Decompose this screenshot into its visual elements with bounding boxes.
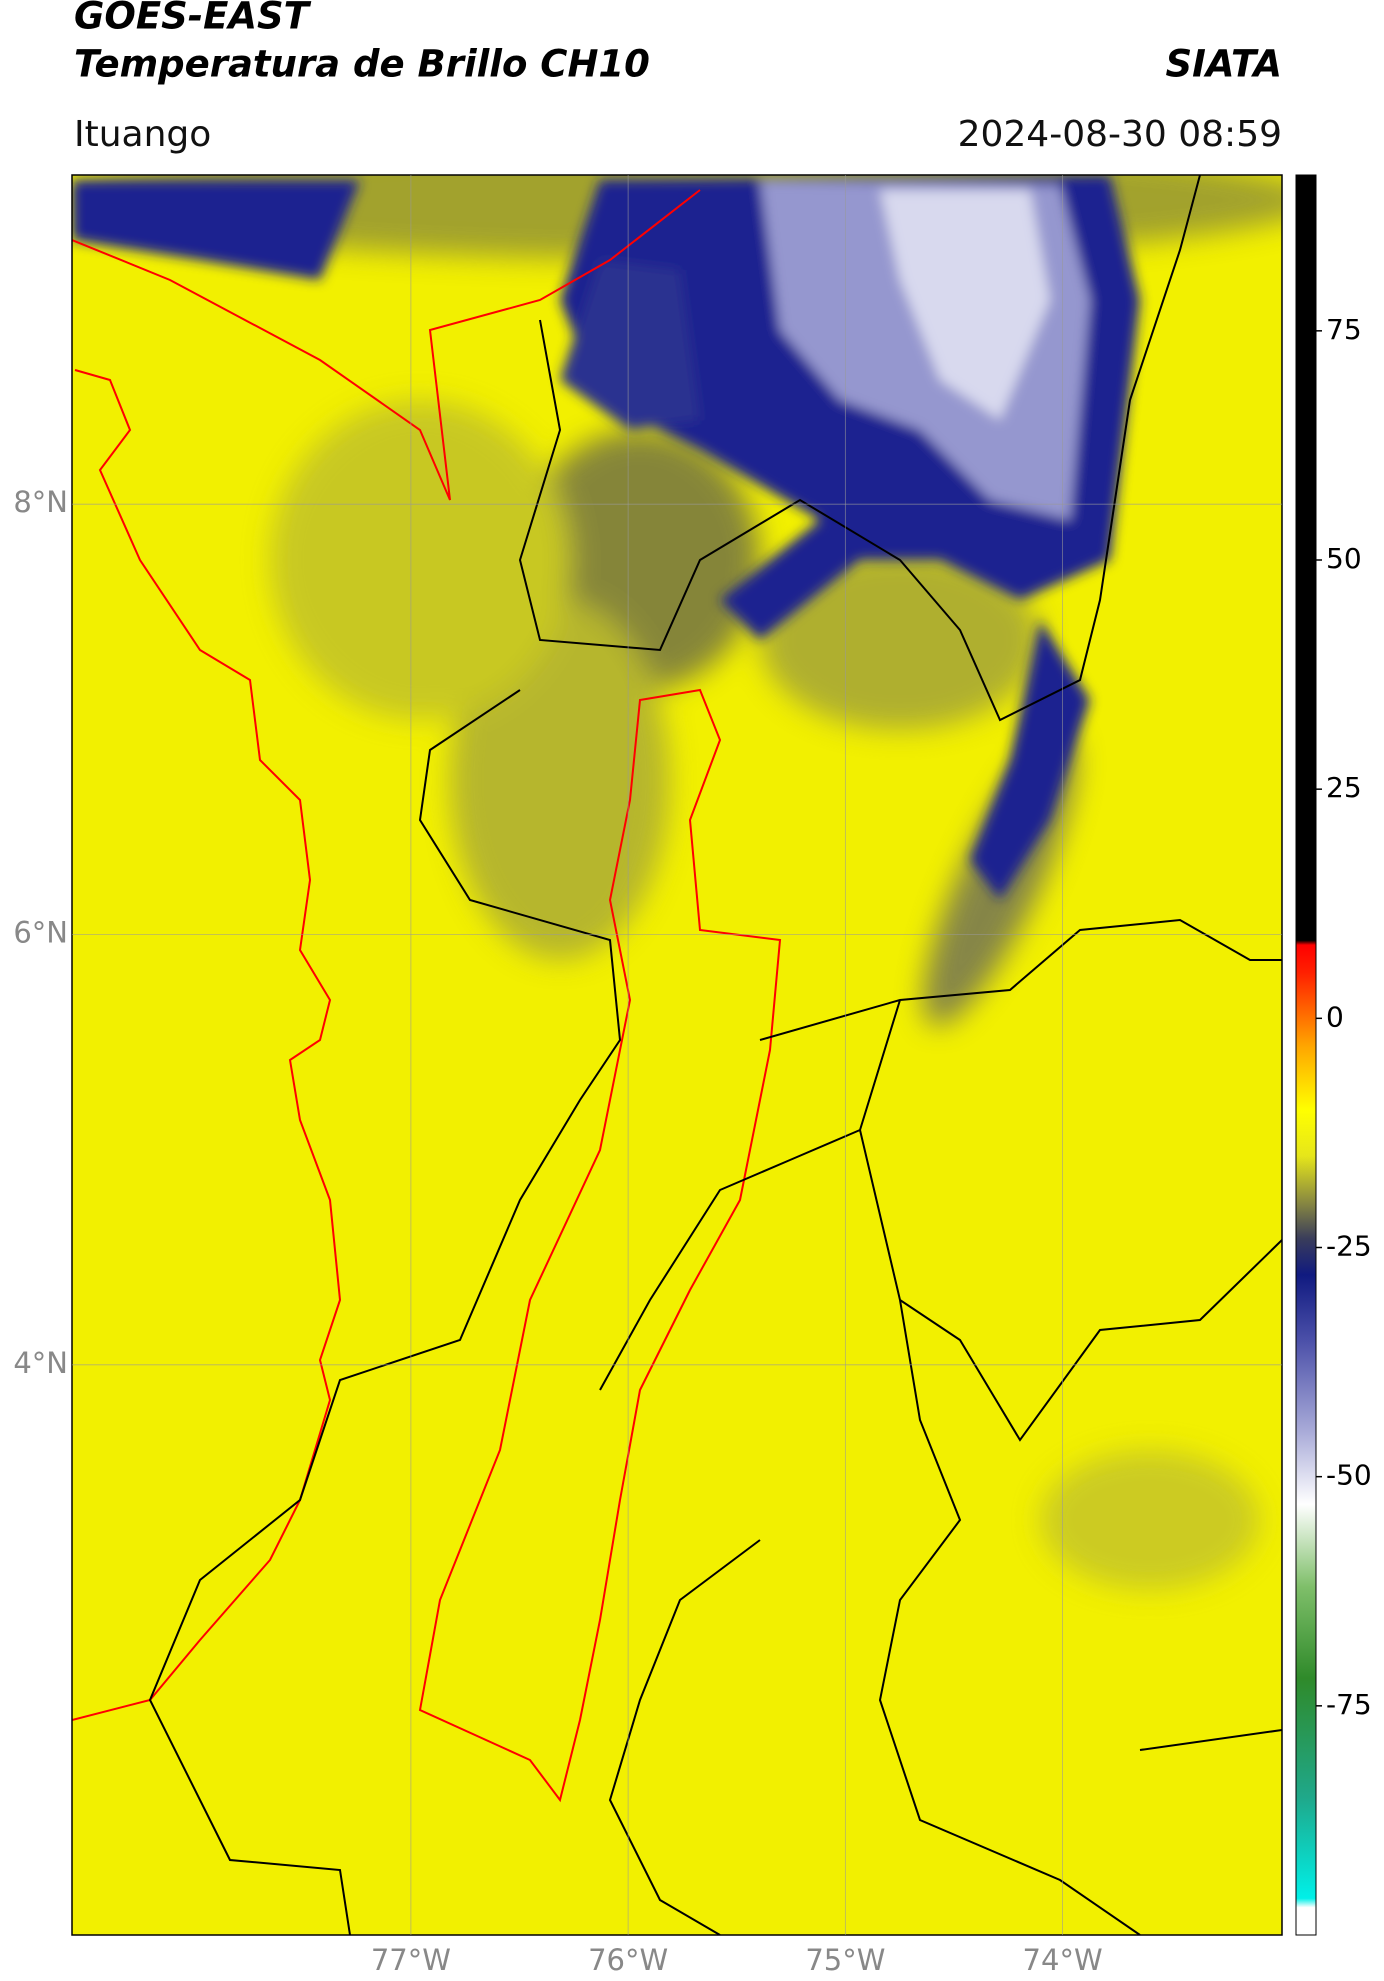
x-tick-label: 74°W [1023, 1943, 1103, 1977]
title: GOES-EAST [74, 0, 312, 38]
department-boundary [148, 689, 622, 1935]
y-tick-label: 6°N [13, 916, 68, 950]
colorbar-tick-label: 75 [1326, 313, 1362, 346]
y-tick-label: 8°N [13, 485, 68, 519]
colorbar-tick-label: 50 [1326, 542, 1362, 575]
colorbar-tick-label: -75 [1326, 1688, 1372, 1721]
colorbar-tick-label: -50 [1326, 1459, 1372, 1492]
department-boundary [418, 688, 782, 1803]
colorbar-tick-label: 0 [1326, 1000, 1344, 1033]
x-tick-label: 77°W [371, 1943, 451, 1977]
datetime: 2024-08-30 08:59 [958, 114, 1282, 155]
source: SIATA [1165, 43, 1282, 86]
boundaries [72, 175, 1282, 1935]
map-image [72, 175, 1282, 1935]
x-tick-label: 76°W [588, 1943, 668, 1977]
department-boundary [518, 175, 1201, 722]
colorbar [1295, 174, 1317, 1936]
map-frame [71, 174, 1283, 1936]
coastline [72, 189, 701, 501]
subtitle: Temperatura de Brillo CH10 [74, 43, 650, 86]
coastline [72, 369, 342, 1721]
x-tick-label: 75°W [805, 1943, 885, 1977]
department-boundary [599, 918, 1282, 1935]
colorbar-tick-label: 25 [1326, 771, 1362, 804]
colorbar-tick-label: -25 [1326, 1230, 1372, 1263]
location: Ituango [74, 114, 211, 155]
y-tick-label: 4°N [13, 1346, 68, 1380]
